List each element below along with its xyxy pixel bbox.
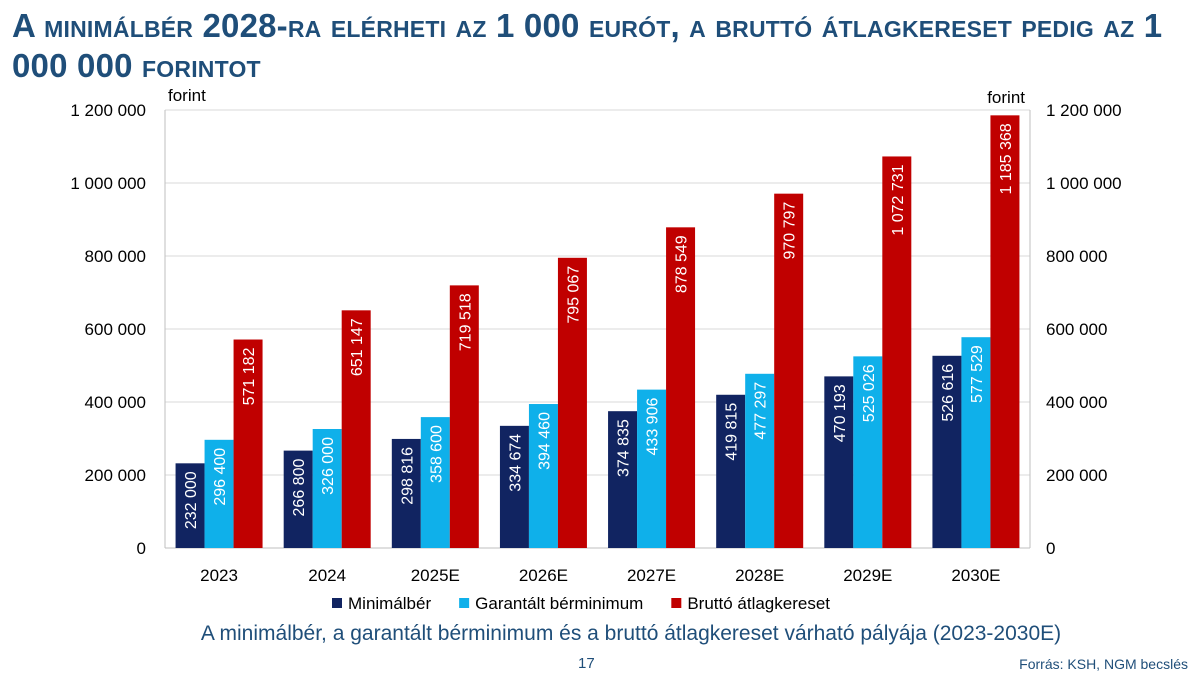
bar-minimálbér bbox=[283, 450, 313, 548]
bar-minimálbér bbox=[932, 355, 962, 548]
bar-bruttó-átlagkereset bbox=[882, 156, 912, 548]
chart-caption: A minimálbér, a garantált bérminimum és … bbox=[200, 622, 1062, 645]
data-label: 795 067 bbox=[565, 266, 582, 324]
bar-bruttó-átlagkereset bbox=[666, 227, 696, 548]
bar-minimálbér bbox=[716, 394, 746, 548]
data-label: 394 460 bbox=[536, 412, 553, 470]
chart-title: A minimálbér 2028-ra elérheti az 1 000 e… bbox=[12, 7, 1163, 84]
data-label: 577 529 bbox=[969, 345, 986, 403]
y-tick-label-left: 1 000 000 bbox=[70, 174, 146, 193]
source-note: Forrás: KSH, NGM becslés bbox=[1019, 656, 1188, 672]
x-tick-label: 2027E bbox=[627, 566, 676, 585]
data-label: 334 674 bbox=[507, 434, 524, 492]
y-tick-label-right: 600 000 bbox=[1046, 320, 1107, 339]
y-tick-label-left: 0 bbox=[137, 539, 146, 558]
page-number: 17 bbox=[578, 655, 595, 672]
x-tick-label: 2024 bbox=[308, 566, 346, 585]
data-label: 970 797 bbox=[782, 202, 799, 260]
legend-label: Minimálbér bbox=[348, 594, 431, 613]
data-label: 374 835 bbox=[616, 419, 633, 477]
legend-swatch bbox=[671, 598, 682, 608]
y-axis-unit-left: forint bbox=[168, 86, 206, 105]
y-tick-label-right: 200 000 bbox=[1046, 466, 1107, 485]
x-tick-label: 2025E bbox=[411, 566, 460, 585]
bar-garantált-bérminimum bbox=[528, 404, 558, 548]
data-label: 526 616 bbox=[940, 364, 957, 422]
bar-garantált-bérminimum bbox=[204, 439, 234, 548]
bar-garantált-bérminimum bbox=[312, 429, 342, 548]
data-label: 571 182 bbox=[241, 347, 258, 405]
y-tick-label-right: 1 000 000 bbox=[1046, 174, 1122, 193]
data-label: 525 026 bbox=[861, 364, 878, 422]
legend-label: Garantált bérminimum bbox=[475, 594, 643, 613]
data-label: 477 297 bbox=[753, 382, 770, 440]
bar-garantált-bérminimum bbox=[420, 417, 450, 548]
data-label: 470 193 bbox=[832, 384, 849, 442]
x-tick-label: 2028E bbox=[735, 566, 784, 585]
bar-bruttó-átlagkereset bbox=[774, 193, 804, 548]
bar-garantált-bérminimum bbox=[637, 389, 667, 548]
data-label: 419 815 bbox=[724, 403, 741, 461]
data-label: 719 518 bbox=[457, 293, 474, 351]
legend-label: Bruttó átlagkereset bbox=[687, 594, 830, 613]
bar-bruttó-átlagkereset bbox=[990, 115, 1020, 548]
y-tick-label-right: 1 200 000 bbox=[1046, 101, 1122, 120]
bar-garantált-bérminimum bbox=[961, 337, 991, 548]
y-tick-label-left: 200 000 bbox=[85, 466, 146, 485]
data-label: 358 600 bbox=[428, 425, 445, 483]
data-label: 298 816 bbox=[399, 447, 416, 505]
data-label: 433 906 bbox=[645, 398, 662, 456]
x-tick-label: 2029E bbox=[843, 566, 892, 585]
y-tick-label-right: 400 000 bbox=[1046, 393, 1107, 412]
bar-bruttó-átlagkereset bbox=[449, 285, 479, 548]
bar-minimálbér bbox=[608, 411, 638, 548]
legend-swatch bbox=[459, 598, 470, 608]
y-tick-label-left: 600 000 bbox=[85, 320, 146, 339]
y-tick-label-left: 400 000 bbox=[85, 393, 146, 412]
y-tick-label-left: 1 200 000 bbox=[70, 101, 146, 120]
data-label: 326 000 bbox=[320, 437, 337, 495]
data-label: 878 549 bbox=[674, 235, 691, 293]
bar-minimálbér bbox=[824, 376, 854, 548]
bar-minimálbér bbox=[499, 425, 529, 548]
x-tick-label: 2023 bbox=[200, 566, 238, 585]
y-tick-label-right: 0 bbox=[1046, 539, 1055, 558]
bar-bruttó-átlagkereset bbox=[557, 257, 587, 548]
x-tick-label: 2026E bbox=[519, 566, 568, 585]
data-label: 266 800 bbox=[291, 459, 308, 517]
bar-minimálbér bbox=[391, 438, 421, 548]
data-label: 232 000 bbox=[183, 471, 200, 529]
y-tick-label-right: 800 000 bbox=[1046, 247, 1107, 266]
y-axis-unit-right: forint bbox=[987, 88, 1025, 107]
data-label: 1 072 731 bbox=[890, 164, 907, 235]
bar-minimálbér bbox=[175, 463, 205, 548]
data-label: 296 400 bbox=[212, 448, 229, 506]
legend-swatch bbox=[332, 598, 342, 608]
data-label: 651 147 bbox=[349, 318, 366, 376]
x-tick-label: 2030E bbox=[951, 566, 1000, 585]
bar-garantált-bérminimum bbox=[745, 373, 775, 548]
bar-bruttó-átlagkereset bbox=[233, 339, 263, 548]
bar-bruttó-átlagkereset bbox=[341, 310, 371, 548]
bar-garantált-bérminimum bbox=[853, 356, 883, 548]
data-label: 1 185 368 bbox=[998, 123, 1015, 194]
y-tick-label-left: 800 000 bbox=[85, 247, 146, 266]
